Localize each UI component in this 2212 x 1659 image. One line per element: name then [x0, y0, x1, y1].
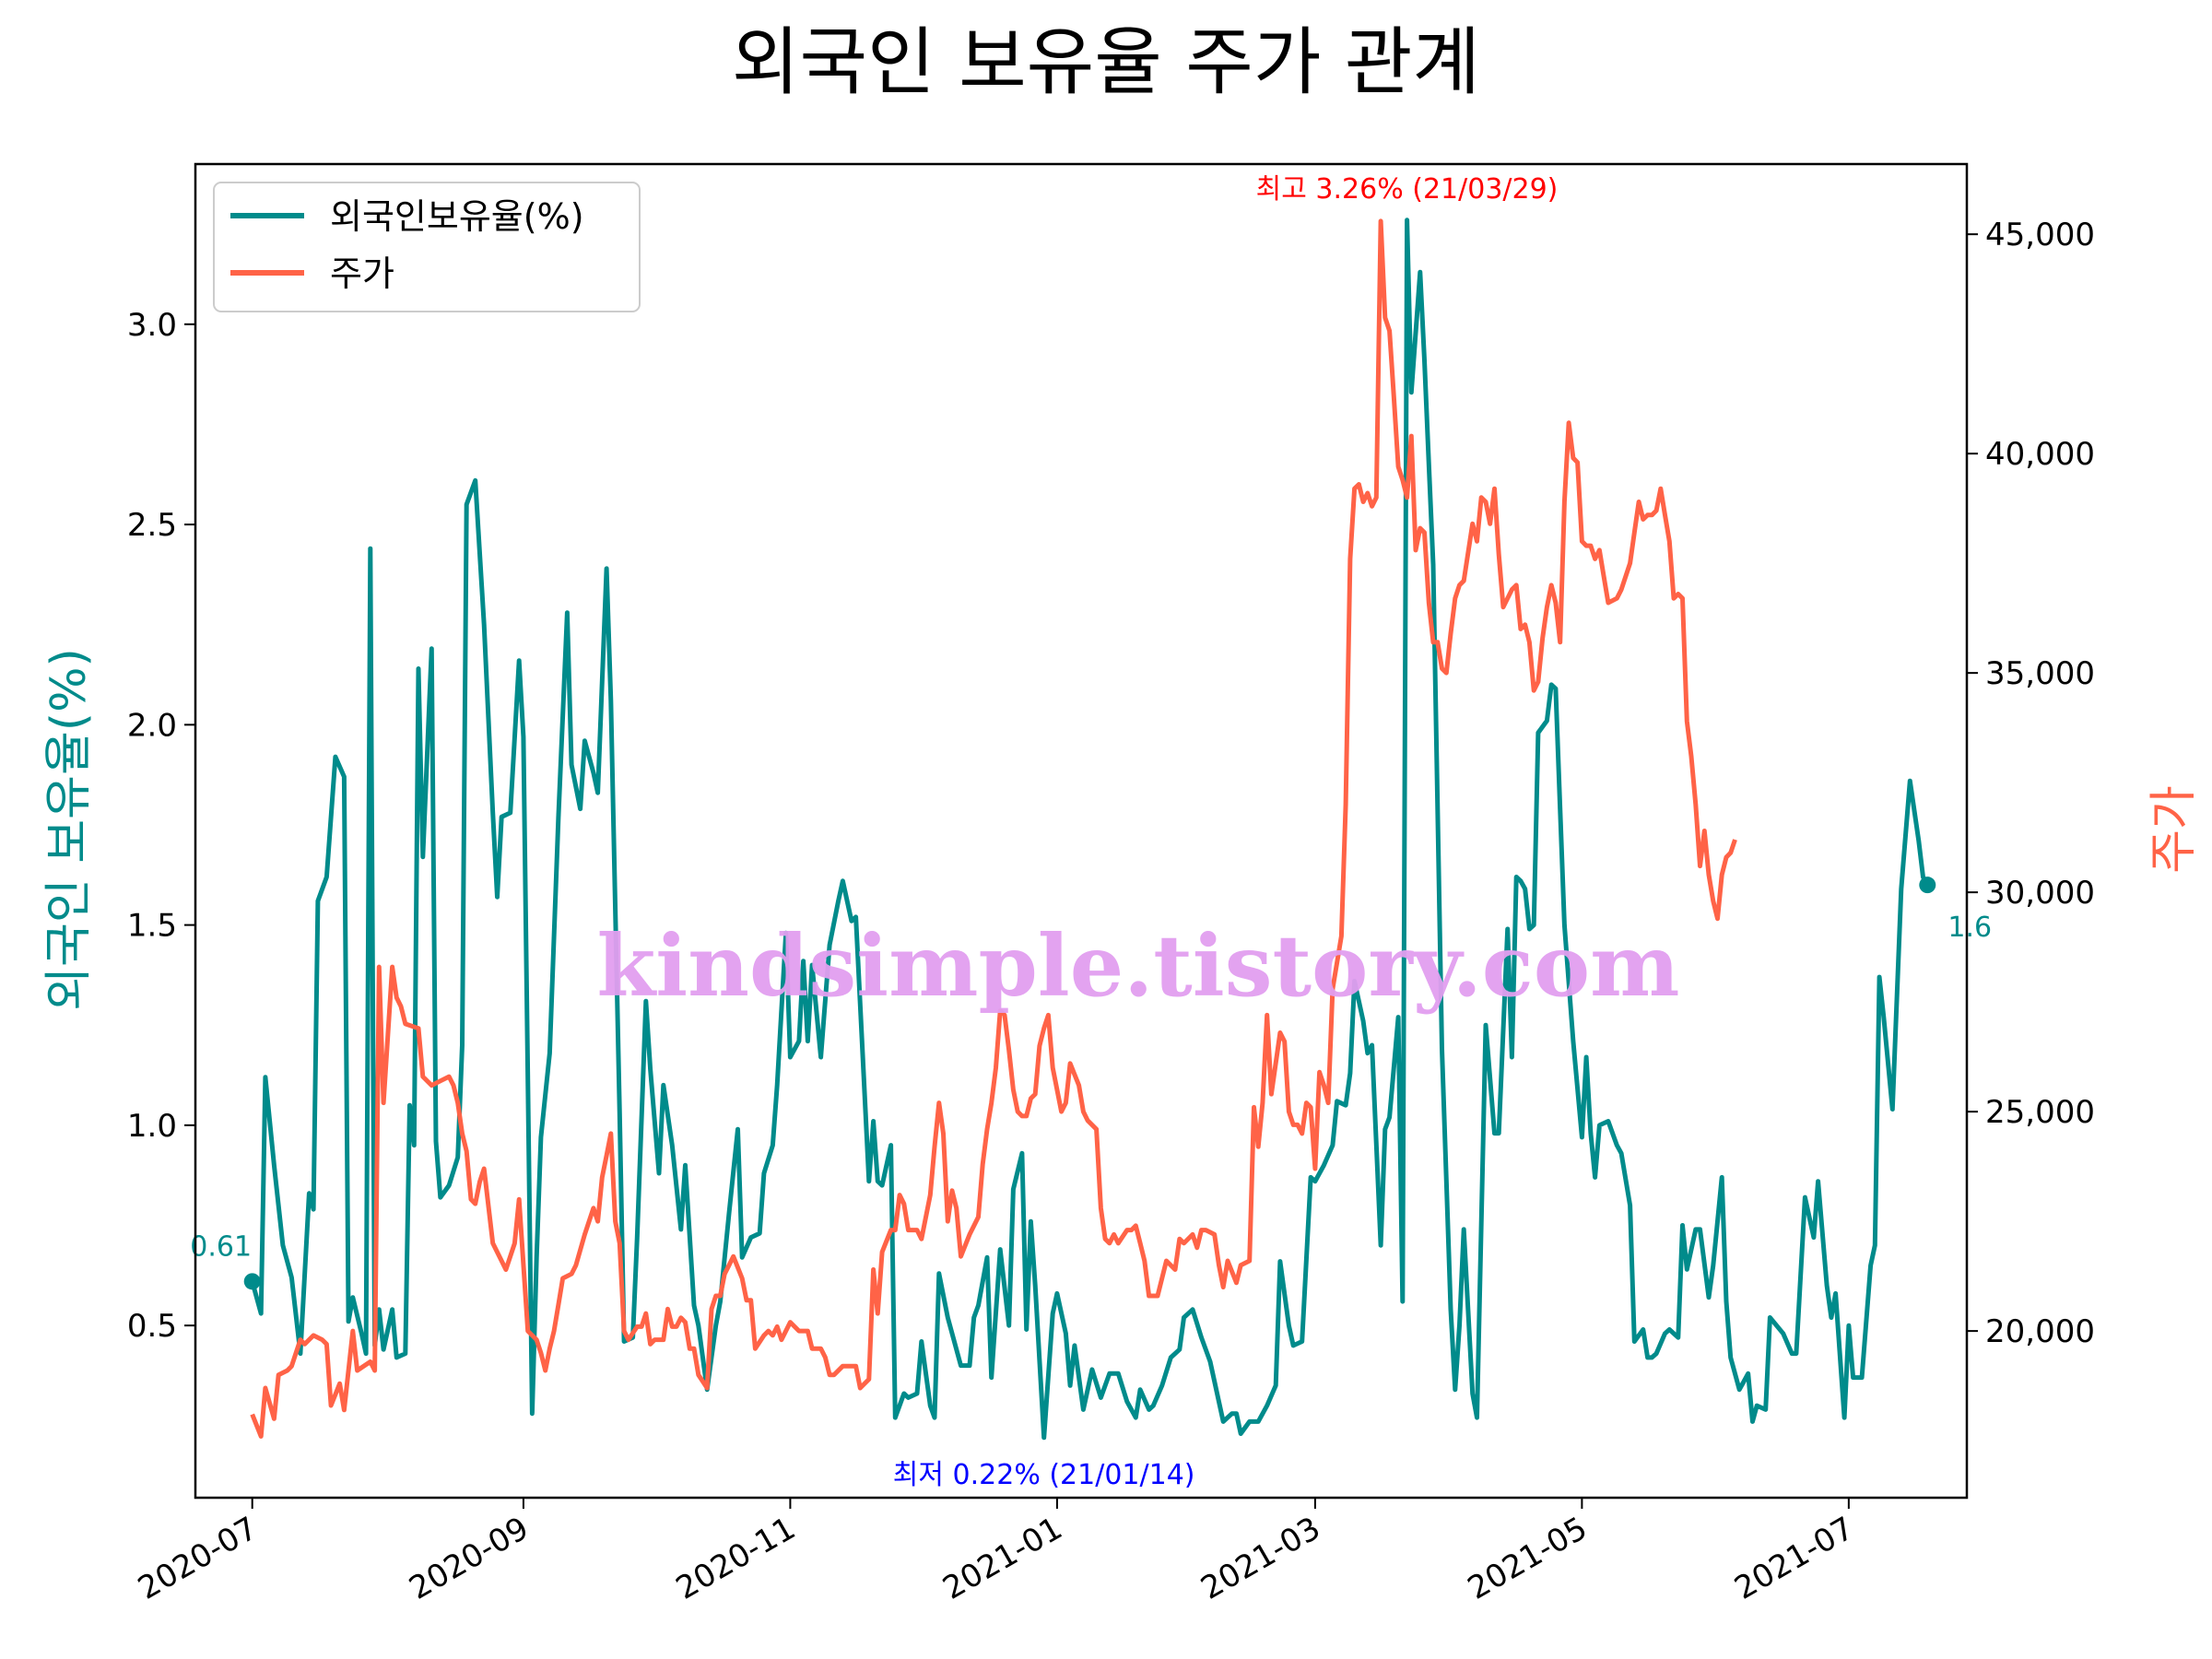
y-left-tick-label: 2.5 — [127, 507, 177, 544]
start-annotation: 0.61 — [190, 1230, 252, 1263]
y-right-axis-title: 주가 — [2147, 785, 2202, 874]
axes-layer: 2020-07 2020-09 2020-11 2021-01 2021-03 2021-… — [127, 217, 2095, 1607]
y-right-tick-label: 40,000 — [1985, 436, 2095, 473]
x-tick-label: 2020-11 — [670, 1510, 802, 1607]
y-left-tick-label: 1.5 — [127, 908, 177, 945]
y-right-tick-label: 25,000 — [1985, 1094, 2095, 1131]
x-tick-label: 2020-07 — [132, 1510, 264, 1607]
y-left-tick-label: 0.5 — [127, 1308, 177, 1345]
y-left-tick-label: 2.0 — [127, 707, 177, 744]
legend: 외국인보유율(%) 주가 — [213, 182, 641, 312]
y-left-tick-label: 1.0 — [127, 1108, 177, 1145]
y-right-tick-label: 35,000 — [1985, 655, 2095, 692]
watermark: kindsimple.tistory.com — [596, 916, 1679, 1016]
y-right-tick-label: 20,000 — [1985, 1313, 2095, 1350]
legend-box — [213, 182, 641, 312]
series-line-stock-price — [250, 218, 1737, 1439]
plot-frame — [194, 162, 1969, 1500]
series-layer — [243, 218, 1936, 1441]
start-point-marker — [243, 1273, 261, 1290]
y-left-axis-title: 외국인 보유율(%) — [41, 648, 97, 1011]
legend-label-price: 주가 — [330, 253, 394, 294]
max-annotation: 최고 3.26% (21/03/29) — [1256, 173, 1559, 206]
x-tick-label: 2021-03 — [1194, 1510, 1326, 1607]
end-point-marker — [1919, 877, 1936, 894]
legend-label-foreign: 외국인보유율(%) — [330, 196, 584, 237]
y-left-tick-label: 3.0 — [127, 307, 177, 344]
min-annotation: 최저 0.22% (21/01/14) — [893, 1459, 1195, 1491]
x-tick-label: 2020-09 — [403, 1510, 535, 1607]
annotation-layer: 최고 3.26% (21/03/29) 최저 0.22% (21/01/14) 0.… — [190, 173, 1992, 1491]
y-right-tick-label: 45,000 — [1985, 217, 2095, 253]
x-tick-label: 2021-01 — [936, 1510, 1068, 1607]
x-tick-label: 2021-07 — [1728, 1510, 1860, 1607]
y-right-tick-label: 30,000 — [1985, 875, 2095, 912]
x-tick-label: 2021-05 — [1462, 1510, 1594, 1607]
end-annotation: 1.6 — [1947, 912, 1992, 944]
series-line-foreign-ratio — [250, 218, 1930, 1441]
chart-title: 외국인 보유율 주가 관계 — [732, 19, 1480, 105]
